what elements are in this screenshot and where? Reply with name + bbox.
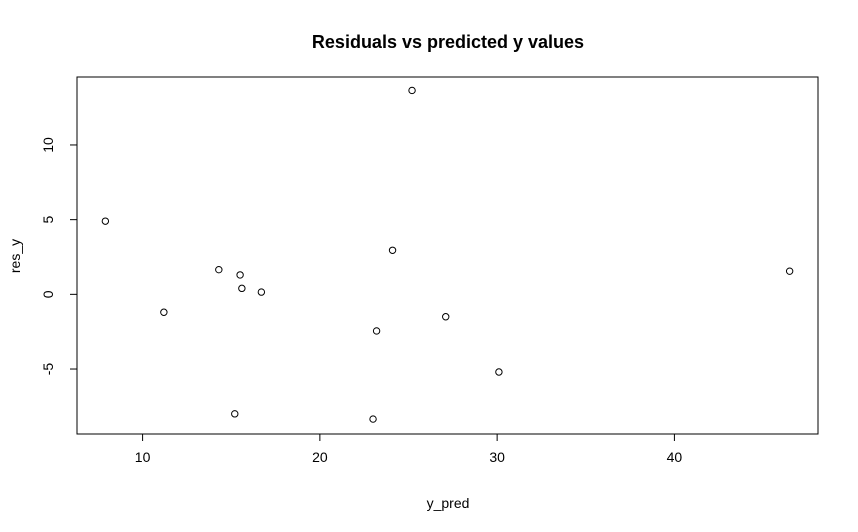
y-axis: -5 0 5 10 xyxy=(40,137,78,376)
data-point xyxy=(785,267,794,275)
data-point xyxy=(231,410,239,418)
data-point xyxy=(408,86,416,95)
x-tick-label: 40 xyxy=(667,449,683,465)
y-axis-label: res_y xyxy=(7,239,23,273)
y-tick-label: 10 xyxy=(40,137,56,153)
data-point xyxy=(442,313,450,321)
x-tick-label: 30 xyxy=(489,449,505,465)
data-point xyxy=(215,265,223,274)
data-point xyxy=(101,217,110,225)
x-axis: 10 20 30 40 xyxy=(135,433,683,465)
data-point xyxy=(238,284,246,293)
y-tick-label: 0 xyxy=(40,290,56,298)
data-point xyxy=(369,415,377,423)
data-point xyxy=(236,271,244,279)
data-point xyxy=(495,368,503,376)
data-points xyxy=(101,86,794,423)
data-point xyxy=(160,308,168,316)
plot-frame xyxy=(76,76,819,435)
data-point xyxy=(372,327,381,335)
data-point xyxy=(257,288,266,296)
x-tick-label: 10 xyxy=(135,449,151,465)
x-axis-label: y_pred xyxy=(427,495,470,511)
chart-title: Residuals vs predicted y values xyxy=(312,32,584,52)
data-point xyxy=(388,246,397,254)
x-tick-label: 20 xyxy=(312,449,328,465)
y-tick-label: -5 xyxy=(40,363,56,376)
y-tick-label: 5 xyxy=(40,216,56,224)
